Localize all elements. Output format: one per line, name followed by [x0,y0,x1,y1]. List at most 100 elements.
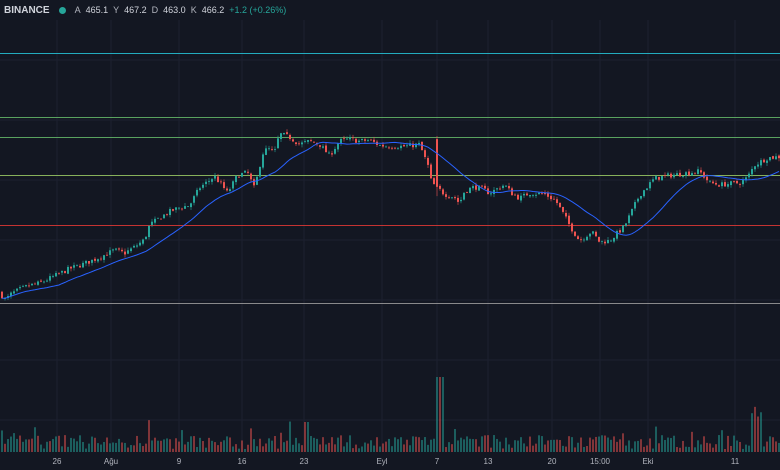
candle [472,186,474,189]
candle [181,208,183,210]
volume-bar [715,444,717,452]
candle [730,181,732,186]
candle [733,180,735,182]
volume-bar [82,442,84,452]
candle [595,231,597,237]
candle [184,206,186,209]
volume-bar [241,440,243,452]
volume-bar [754,406,756,452]
candle [262,154,264,168]
volume-bar [730,445,732,452]
volume-bar [55,436,57,452]
candle [739,184,741,185]
volume-bar [67,446,69,452]
volume-bar [187,441,189,452]
candle [94,258,96,261]
candlesticks[interactable] [1,129,780,301]
volume-bar [19,435,21,452]
volume-bar [583,446,585,452]
volume-bar [301,445,303,452]
volume-bar [748,445,750,452]
volume-bar [496,438,498,452]
volume-bar [724,448,726,452]
candle [106,254,108,256]
volume-bar [643,446,645,452]
x-tick-label: Ağu [103,457,119,466]
volume-bars [1,377,780,452]
candle [565,212,567,217]
candle [622,225,624,233]
volume-bar [43,448,45,452]
candle [628,215,630,224]
candle [649,182,651,189]
candle [424,150,426,158]
volume-bar [517,440,519,452]
volume-bar [523,443,525,452]
volume-bar [325,444,327,452]
symbol-name[interactable]: BINANCE [4,4,50,16]
candle [721,182,723,187]
volume-bar [616,441,618,452]
horizontal-levels[interactable] [0,53,780,304]
candle [166,214,168,216]
high-label: Y [113,5,120,15]
candle [103,255,105,260]
candle [421,141,423,151]
volume-bar [739,441,741,452]
candle [67,266,69,274]
candle [214,175,216,179]
candle [400,145,402,149]
volume-bar [742,448,744,452]
volume-bar [346,442,348,452]
candle [742,179,744,185]
candle [241,173,243,177]
candle [118,248,120,250]
volume-bar [418,437,420,452]
volume-bar [445,447,447,452]
candle [253,179,255,186]
volume-bar [655,426,657,452]
candle [22,285,24,287]
x-tick-label: 13 [483,457,493,466]
volume-bar [409,445,411,452]
volume-bar [397,439,399,452]
candle [133,245,135,248]
volume-bar [577,442,579,452]
volume-bar [355,444,357,452]
candle [391,147,393,149]
candle [16,288,18,291]
volume-bar [151,440,153,452]
candle [64,271,66,274]
volume-bar [709,443,711,452]
volume-bar [457,440,459,452]
volume-bar [589,437,591,452]
volume-bar [247,444,249,452]
candle [589,233,591,237]
candle [130,248,132,252]
candle [709,180,711,182]
volume-bar [106,437,108,452]
volume-bar [358,448,360,452]
volume-bar [208,437,210,452]
candle [163,214,165,219]
candle [343,138,345,140]
volume-bar [388,438,390,452]
volume-bar [304,422,306,452]
volume-bar [700,444,702,452]
volume-bar [232,446,234,452]
volume-bar [109,443,111,452]
candle [124,251,126,255]
candle [334,149,336,154]
candle [604,241,606,244]
volume-bar [502,448,504,452]
candle [79,265,81,268]
volume-bar [166,438,168,452]
volume-bar [79,435,81,452]
candle [292,139,294,142]
volume-bar [532,445,534,452]
x-tick-label: 11 [730,457,740,466]
candle [211,179,213,182]
volume-bar [580,437,582,452]
